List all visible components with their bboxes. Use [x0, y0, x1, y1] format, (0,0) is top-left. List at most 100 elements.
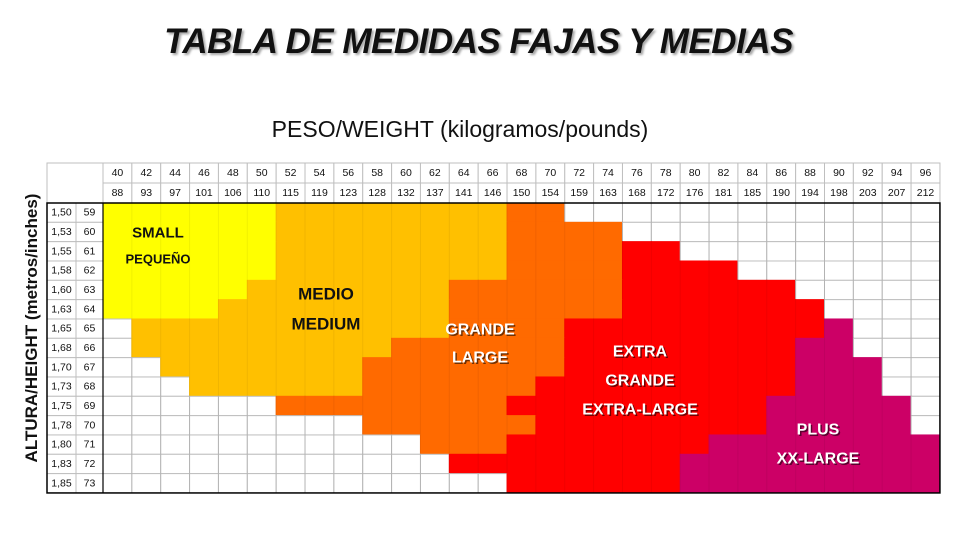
size-cell-xl [766, 337, 797, 359]
empty-cell [737, 202, 768, 223]
empty-cell [621, 221, 652, 243]
size-cell-m [131, 337, 162, 359]
empty-cell [852, 241, 883, 262]
size-cell-l [535, 221, 566, 243]
empty-cell [852, 202, 883, 223]
empty-cell [246, 415, 277, 436]
size-cell-l [506, 279, 537, 301]
weight-kg-label: 76 [631, 167, 643, 179]
weight-lb-label: 150 [513, 187, 531, 199]
size-label-xl: GRANDE [605, 373, 675, 390]
size-cell-m [246, 337, 277, 359]
size-cell-m [362, 221, 393, 243]
size-label-shadow: XX-LARGE [778, 452, 861, 469]
size-cell-l [419, 376, 450, 397]
chart-title: TABLA DE MEDIDAS FAJAS Y MEDIAS [164, 22, 793, 61]
height-m-label: 1,55 [51, 245, 72, 257]
size-cell-xxl [852, 415, 883, 436]
empty-cell [102, 415, 133, 436]
empty-cell [246, 473, 277, 494]
empty-cell [419, 473, 450, 494]
empty-cell [852, 221, 883, 243]
empty-cell [824, 299, 854, 320]
size-cell-xl [737, 395, 768, 417]
size-cell-xxl [795, 357, 826, 378]
empty-cell [766, 241, 797, 262]
size-cell-xl [708, 357, 739, 378]
size-cell-xxl [852, 395, 883, 417]
height-m-label: 1,75 [51, 400, 72, 412]
size-cell-xl [506, 473, 537, 494]
size-cell-s [131, 279, 162, 301]
empty-cell [910, 260, 941, 281]
empty-cell [824, 241, 854, 262]
empty-cell [217, 453, 248, 475]
size-cell-l [391, 337, 421, 359]
size-cell-xl [564, 376, 595, 397]
size-cell-xl [737, 299, 768, 320]
size-cell-l [564, 241, 595, 262]
size-cell-xl [621, 453, 652, 475]
height-in-label: 66 [84, 342, 96, 354]
weight-kg-label: 94 [891, 167, 903, 179]
size-cell-m [304, 202, 335, 223]
size-cell-l [448, 395, 479, 417]
size-label-s: PEQUEÑO [125, 252, 190, 267]
size-cell-xxl [852, 473, 883, 494]
size-label-l: LARGE [452, 350, 508, 367]
size-cell-l [362, 395, 393, 417]
empty-cell [795, 260, 826, 281]
empty-cell [102, 337, 133, 359]
empty-cell [189, 453, 219, 475]
size-cell-xl [708, 279, 739, 301]
weight-kg-label: 62 [429, 167, 441, 179]
size-cell-l [304, 395, 335, 417]
height-m-label: 1,60 [51, 284, 72, 296]
weight-lb-label: 168 [628, 187, 646, 199]
size-cell-l [564, 299, 595, 320]
size-cell-s [102, 279, 133, 301]
size-cell-m [189, 337, 219, 359]
size-cell-l [448, 279, 479, 301]
empty-cell [881, 299, 912, 320]
size-cell-xxl [795, 473, 826, 494]
size-cell-xl [650, 318, 681, 339]
weight-kg-label: 44 [169, 167, 181, 179]
weight-lb-label: 97 [169, 187, 181, 199]
empty-cell [564, 202, 595, 223]
size-cell-s [131, 299, 162, 320]
size-cell-xl [708, 299, 739, 320]
size-cell-s [189, 221, 219, 243]
size-cell-s [160, 299, 191, 320]
empty-cell [881, 202, 912, 223]
size-cell-xxl [766, 415, 797, 436]
weight-kg-label: 80 [689, 167, 701, 179]
empty-cell [910, 202, 941, 223]
size-cell-xl [708, 376, 739, 397]
height-in-label: 65 [84, 323, 96, 335]
weight-kg-label: 50 [256, 167, 268, 179]
weight-kg-label: 90 [833, 167, 845, 179]
size-cell-s [102, 202, 133, 223]
size-cell-xl [535, 434, 566, 455]
size-cell-l [362, 376, 393, 397]
empty-cell [881, 376, 912, 397]
empty-cell [621, 202, 652, 223]
size-cell-m [189, 357, 219, 378]
size-cell-xl [535, 415, 566, 436]
size-cell-m [333, 357, 364, 378]
size-cell-m [448, 260, 479, 281]
height-in-label: 62 [84, 265, 96, 277]
size-cell-xxl [737, 473, 768, 494]
weight-kg-label: 54 [314, 167, 326, 179]
weight-kg-label: 60 [400, 167, 412, 179]
size-cell-xl [506, 453, 537, 475]
size-cell-s [189, 299, 219, 320]
size-cell-xxl [708, 434, 739, 455]
empty-cell [160, 473, 191, 494]
size-cell-xl [621, 434, 652, 455]
empty-cell [246, 395, 277, 417]
size-cell-xxl [910, 453, 941, 475]
empty-cell [795, 202, 826, 223]
